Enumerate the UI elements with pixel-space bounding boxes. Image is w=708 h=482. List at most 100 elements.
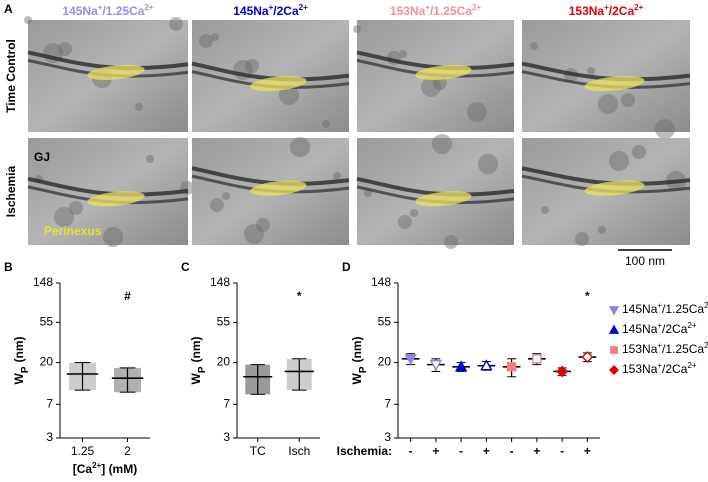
text-part: [Ca — [73, 462, 93, 476]
vesicle — [587, 67, 595, 75]
vesicle — [322, 120, 330, 128]
panel-label: B — [4, 260, 13, 274]
text-part: 2+ — [299, 3, 308, 12]
mean-marker — [532, 354, 542, 364]
text-part: 145Na — [62, 4, 98, 18]
marker — [608, 324, 620, 334]
x-tick-label: 1.25 — [71, 444, 95, 458]
vesicle — [530, 42, 538, 50]
column-title: 153Na+/1.25Ca2+ — [390, 3, 482, 19]
y-tick-label: 3 — [223, 430, 230, 444]
text-part: /2Ca — [609, 4, 635, 18]
y-tick-label: 148 — [210, 275, 230, 289]
x-tick-label: + — [483, 444, 490, 458]
vesicle — [245, 59, 259, 73]
vesicle — [398, 215, 412, 229]
annotation: # — [124, 289, 131, 303]
y-tick-label: 148 — [371, 275, 391, 289]
text-part: + — [657, 301, 662, 310]
text-part: + — [657, 361, 662, 370]
text-part: 2+ — [687, 321, 696, 330]
perinexus-highlight — [250, 180, 307, 196]
x-tick-label: TC — [250, 444, 266, 458]
y-tick-label: 20 — [217, 355, 231, 369]
x-tick-label: - — [459, 444, 463, 458]
membrane — [356, 50, 515, 71]
text-part: + — [269, 3, 274, 12]
x-tick-label: - — [510, 444, 514, 458]
column-title: 145Na+/1.25Ca2+ — [62, 3, 154, 19]
vesicle — [290, 137, 310, 157]
marker — [608, 306, 620, 316]
text-part: 145Na — [233, 4, 269, 18]
panel-label: A — [4, 2, 13, 16]
x-axis-label: [Ca2+] (mM) — [73, 461, 137, 477]
text-part: P — [197, 366, 208, 373]
text-part: 2+ — [144, 3, 153, 12]
text-part: 2+ — [704, 301, 708, 310]
text-part: W — [350, 373, 364, 385]
vesicle — [169, 17, 183, 31]
text-part: 2+ — [704, 341, 708, 350]
column-title: 145Na+/2Ca2+ — [233, 3, 308, 19]
perinexus-highlight — [87, 191, 145, 207]
text-part: (nm) — [12, 337, 26, 363]
x-tick-label: - — [409, 444, 413, 458]
row-label: Ischemia — [4, 165, 18, 217]
text-part: 153Na — [622, 362, 658, 376]
y-tick-label: 3 — [46, 430, 53, 444]
vesicle — [444, 235, 458, 249]
perinexus-highlight — [250, 76, 307, 92]
y-tick-label: 3 — [384, 430, 391, 444]
panel-label: C — [181, 260, 190, 274]
vesicle — [621, 93, 635, 107]
text-part: P — [358, 366, 369, 373]
membrane — [191, 166, 350, 186]
x-tick-label: + — [584, 444, 591, 458]
y-tick-label: 148 — [33, 275, 53, 289]
y-tick-label: 55 — [40, 315, 54, 329]
membrane — [27, 50, 189, 71]
y-tick-label: 20 — [40, 355, 54, 369]
mean-marker — [404, 354, 417, 366]
text-part: /1.25Ca — [102, 4, 144, 18]
vesicle — [69, 201, 83, 215]
text-part: /2Ca — [273, 4, 299, 18]
x-axis-label: Ischemia: — [337, 444, 392, 458]
vesicle — [58, 42, 72, 56]
row-label: Time Control — [4, 39, 18, 113]
membrane — [356, 176, 515, 197]
mean-marker — [556, 365, 569, 378]
vesicle — [244, 224, 264, 244]
vesicle — [575, 232, 589, 246]
legend-label: 145Na+/2Ca2+ — [622, 321, 697, 337]
mean-marker — [581, 351, 594, 364]
annotation: * — [297, 289, 302, 303]
vesicle — [333, 172, 341, 180]
text-part: /1.25Ca — [662, 342, 704, 356]
vesicle — [210, 198, 224, 212]
mean-marker — [429, 359, 443, 372]
text-part: (nm) — [189, 337, 203, 363]
legend-label: 153Na+/1.25Ca2+ — [622, 341, 708, 357]
vesicle — [598, 226, 606, 234]
vesicle — [655, 119, 675, 139]
y-axis-label: WP (nm) — [189, 337, 208, 385]
vesicle — [399, 50, 407, 58]
vesicle — [146, 155, 154, 163]
panel-label: D — [342, 260, 351, 274]
y-tick-label: 7 — [384, 396, 391, 410]
text-part: 2+ — [472, 3, 481, 12]
marker — [610, 346, 618, 354]
vesicle — [54, 207, 74, 227]
mean-marker — [480, 359, 493, 371]
text-part: 145Na — [622, 302, 658, 316]
perinexus-highlight — [415, 64, 472, 80]
vesicle — [478, 154, 498, 174]
text-part: 145Na — [622, 322, 658, 336]
vesicle — [632, 145, 646, 159]
mean-marker — [454, 360, 468, 372]
x-tick-label: + — [432, 444, 439, 458]
vesicle — [135, 103, 143, 111]
